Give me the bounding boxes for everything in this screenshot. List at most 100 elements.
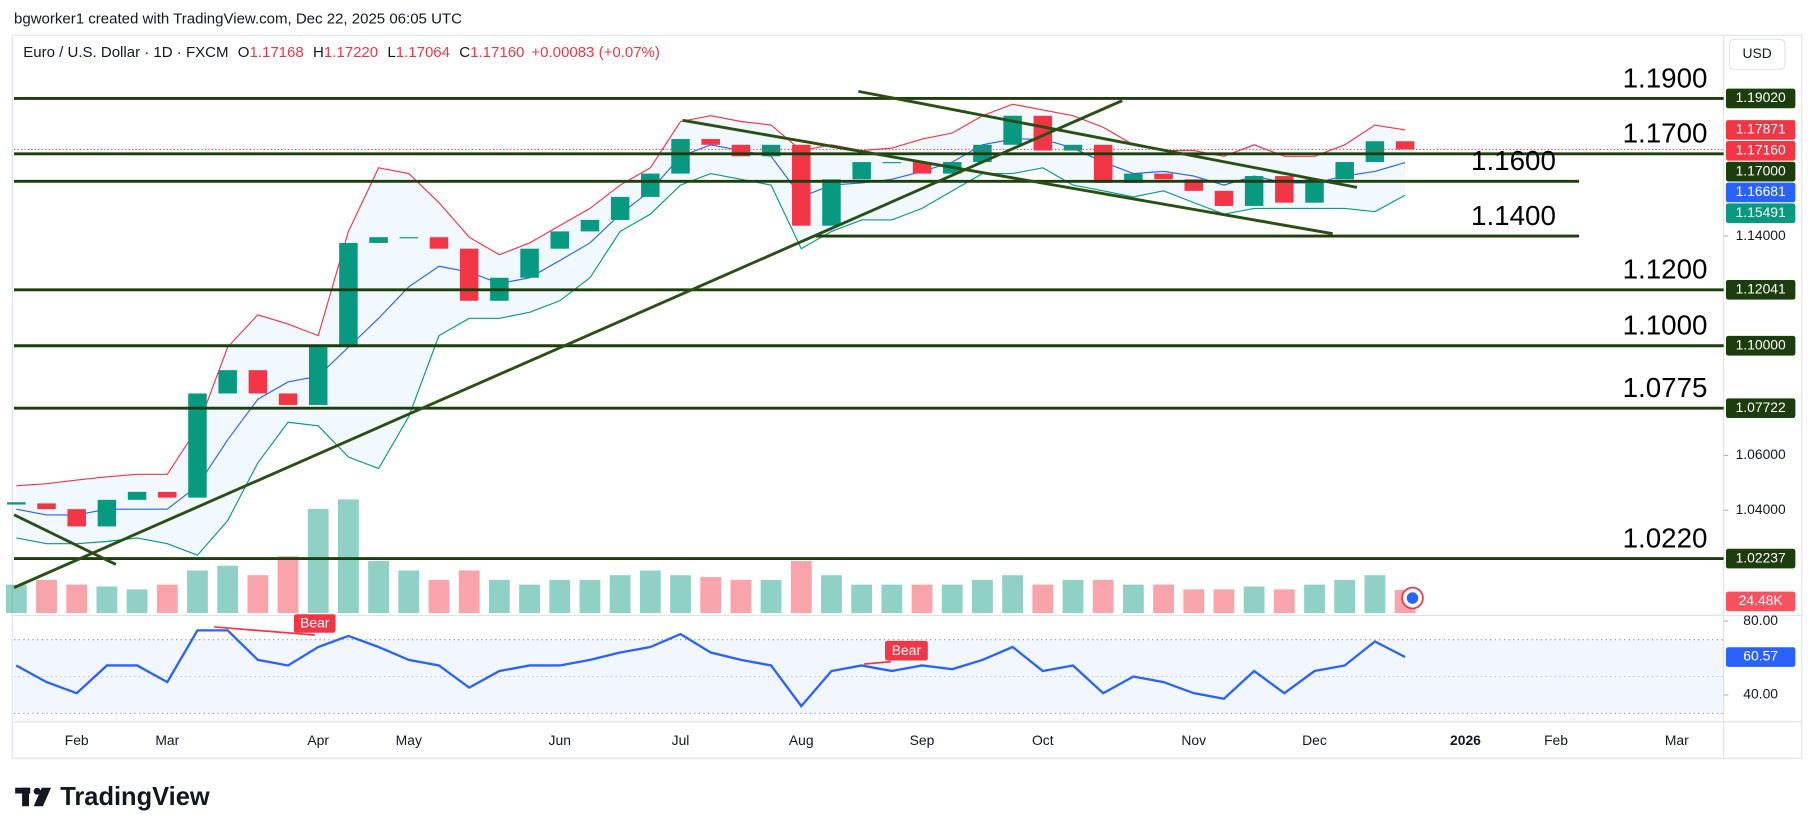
volume-bar <box>1273 589 1295 614</box>
candle <box>731 144 751 157</box>
candle <box>550 231 570 249</box>
currency[interactable]: USD <box>1743 45 1772 61</box>
candle <box>1033 115 1053 151</box>
rsi-layer <box>14 629 1724 715</box>
volume-bar <box>700 577 722 614</box>
badge <box>1725 647 1796 667</box>
volume-bar <box>730 579 752 614</box>
volume-bar <box>187 570 208 614</box>
badge <box>1725 591 1796 612</box>
badge-label: 1.17160 <box>1736 141 1786 157</box>
trendline <box>682 118 1333 236</box>
candle <box>1184 179 1204 191</box>
badge-label: 1.16681 <box>1736 183 1786 199</box>
badge-label: 60.57 <box>1743 648 1778 664</box>
candle <box>1365 141 1385 163</box>
volume-bar <box>670 575 691 614</box>
logo-text: TradingView <box>60 783 210 811</box>
badge-label: 1.17871 <box>1736 121 1786 137</box>
legend-item: Euro / U.S. Dollar · 1D · FXCM <box>23 44 228 61</box>
y-tick-label: 1.06000 <box>1736 446 1786 462</box>
level-label: 1.1400 <box>1471 200 1556 231</box>
legend-item: 1.17064 <box>396 44 450 61</box>
divergence-line <box>214 626 315 636</box>
badge-label: 1.10000 <box>1736 336 1786 352</box>
x-tick-label: Feb <box>1544 732 1568 748</box>
annotation-box <box>293 614 336 633</box>
candle <box>1063 144 1083 151</box>
volume-bar <box>760 579 782 614</box>
band-line <box>16 167 1406 556</box>
volume-layer <box>5 499 1416 614</box>
badge <box>1725 140 1796 161</box>
volume-bar <box>519 584 540 614</box>
rsi-annotations: Bear Bear <box>214 614 928 665</box>
x-tick-label: Sep <box>910 732 935 748</box>
badge-label: 24.48K <box>1739 592 1784 608</box>
legend-item: C <box>459 44 470 61</box>
x-tick-label: Feb <box>65 732 89 748</box>
candle <box>7 502 26 505</box>
candle <box>610 196 630 220</box>
legend-item: O <box>238 44 250 61</box>
frame <box>11 34 1803 759</box>
candle <box>399 237 419 239</box>
x-tick-label: 2026 <box>1450 732 1481 748</box>
candle <box>822 179 841 226</box>
candle <box>218 370 237 394</box>
legend: Euro / U.S. Dollar · 1D · FXCM O1.17168 H1… <box>23 44 660 61</box>
credit: bgworker1 created with TradingView.com, … <box>14 11 462 28</box>
candle <box>882 162 902 164</box>
candle <box>158 491 177 498</box>
volume-bar <box>790 560 812 614</box>
candle <box>1154 173 1173 180</box>
badge-label: 1.02237 <box>1736 549 1786 565</box>
x-tick-label: Nov <box>1181 732 1206 748</box>
level-label: 1.0220 <box>1623 522 1708 553</box>
y-tick-label: 1.04000 <box>1736 501 1786 517</box>
x-tick-label: Jun <box>549 732 571 748</box>
volume-bar <box>1304 584 1325 614</box>
flag <box>1406 592 1419 604</box>
logo-mark <box>33 787 52 807</box>
rsi-line <box>15 629 1406 708</box>
volume-bar <box>217 565 239 614</box>
volume-bar <box>821 575 842 614</box>
volume-bar <box>1183 589 1205 614</box>
trendlines <box>13 89 1358 589</box>
candle <box>1124 173 1143 183</box>
candle <box>127 491 147 500</box>
annotation-box <box>885 640 928 661</box>
badge <box>1725 120 1796 140</box>
badge <box>1725 548 1796 569</box>
volume-bar <box>1213 589 1235 614</box>
volume-bar <box>549 579 571 614</box>
logo: TradingView <box>15 783 210 811</box>
legend-item: 1.17168 <box>249 44 303 61</box>
candle <box>188 393 207 498</box>
legend-item: 1.17220 <box>324 44 378 61</box>
badge <box>1725 279 1796 300</box>
candle <box>792 144 811 226</box>
currency-box[interactable] <box>1728 38 1786 70</box>
candle <box>701 139 720 145</box>
x-tick-label: May <box>396 732 422 748</box>
rsi-band <box>14 639 1724 714</box>
badge-label: 1.17000 <box>1736 162 1786 178</box>
volume-bar <box>96 586 118 614</box>
volume-bar <box>156 584 178 614</box>
volume-bar <box>911 584 933 614</box>
badge <box>1725 203 1796 224</box>
trendline <box>858 89 1358 189</box>
candle <box>369 237 388 243</box>
volume-bar <box>36 579 57 614</box>
logo-mark <box>33 787 41 795</box>
badge-label: 1.15491 <box>1736 204 1786 220</box>
level-label: 1.0775 <box>1623 372 1708 403</box>
legend-item: +0.00083 (+0.07%) <box>531 44 660 61</box>
candle <box>97 499 117 527</box>
badge-label: 1.19020 <box>1736 89 1786 105</box>
